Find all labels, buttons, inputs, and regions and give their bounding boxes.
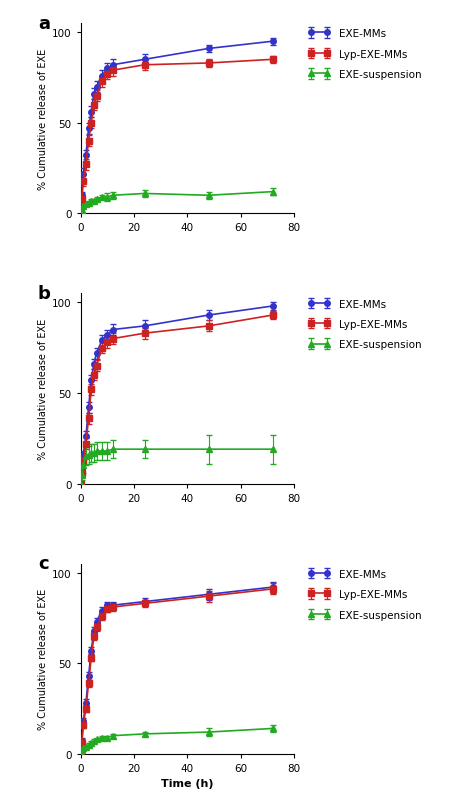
- Text: c: c: [38, 554, 48, 573]
- Y-axis label: % Cumulative release of EXE: % Cumulative release of EXE: [38, 589, 48, 729]
- Legend: EXE-MMs, Lyp-EXE-MMs, EXE-suspension: EXE-MMs, Lyp-EXE-MMs, EXE-suspension: [308, 299, 421, 350]
- X-axis label: Time (h): Time (h): [161, 779, 213, 788]
- Legend: EXE-MMs, Lyp-EXE-MMs, EXE-suspension: EXE-MMs, Lyp-EXE-MMs, EXE-suspension: [308, 29, 421, 80]
- Y-axis label: % Cumulative release of EXE: % Cumulative release of EXE: [38, 318, 48, 460]
- Legend: EXE-MMs, Lyp-EXE-MMs, EXE-suspension: EXE-MMs, Lyp-EXE-MMs, EXE-suspension: [308, 569, 421, 620]
- Text: b: b: [38, 285, 51, 302]
- Y-axis label: % Cumulative release of EXE: % Cumulative release of EXE: [38, 49, 48, 189]
- Text: a: a: [38, 14, 50, 33]
